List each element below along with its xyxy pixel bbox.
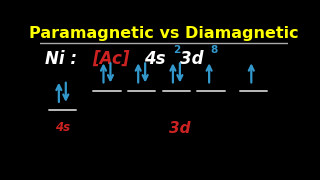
Text: 3d: 3d bbox=[169, 121, 191, 136]
Text: Paramagnetic vs Diamagnetic: Paramagnetic vs Diamagnetic bbox=[29, 26, 299, 41]
Text: 2: 2 bbox=[173, 45, 180, 55]
Text: 3d: 3d bbox=[180, 50, 204, 68]
Text: 4s: 4s bbox=[55, 121, 70, 134]
Text: [Ac]: [Ac] bbox=[92, 50, 130, 68]
Text: 8: 8 bbox=[210, 45, 217, 55]
Text: Ni :: Ni : bbox=[45, 50, 77, 68]
Text: 4s: 4s bbox=[144, 50, 166, 68]
